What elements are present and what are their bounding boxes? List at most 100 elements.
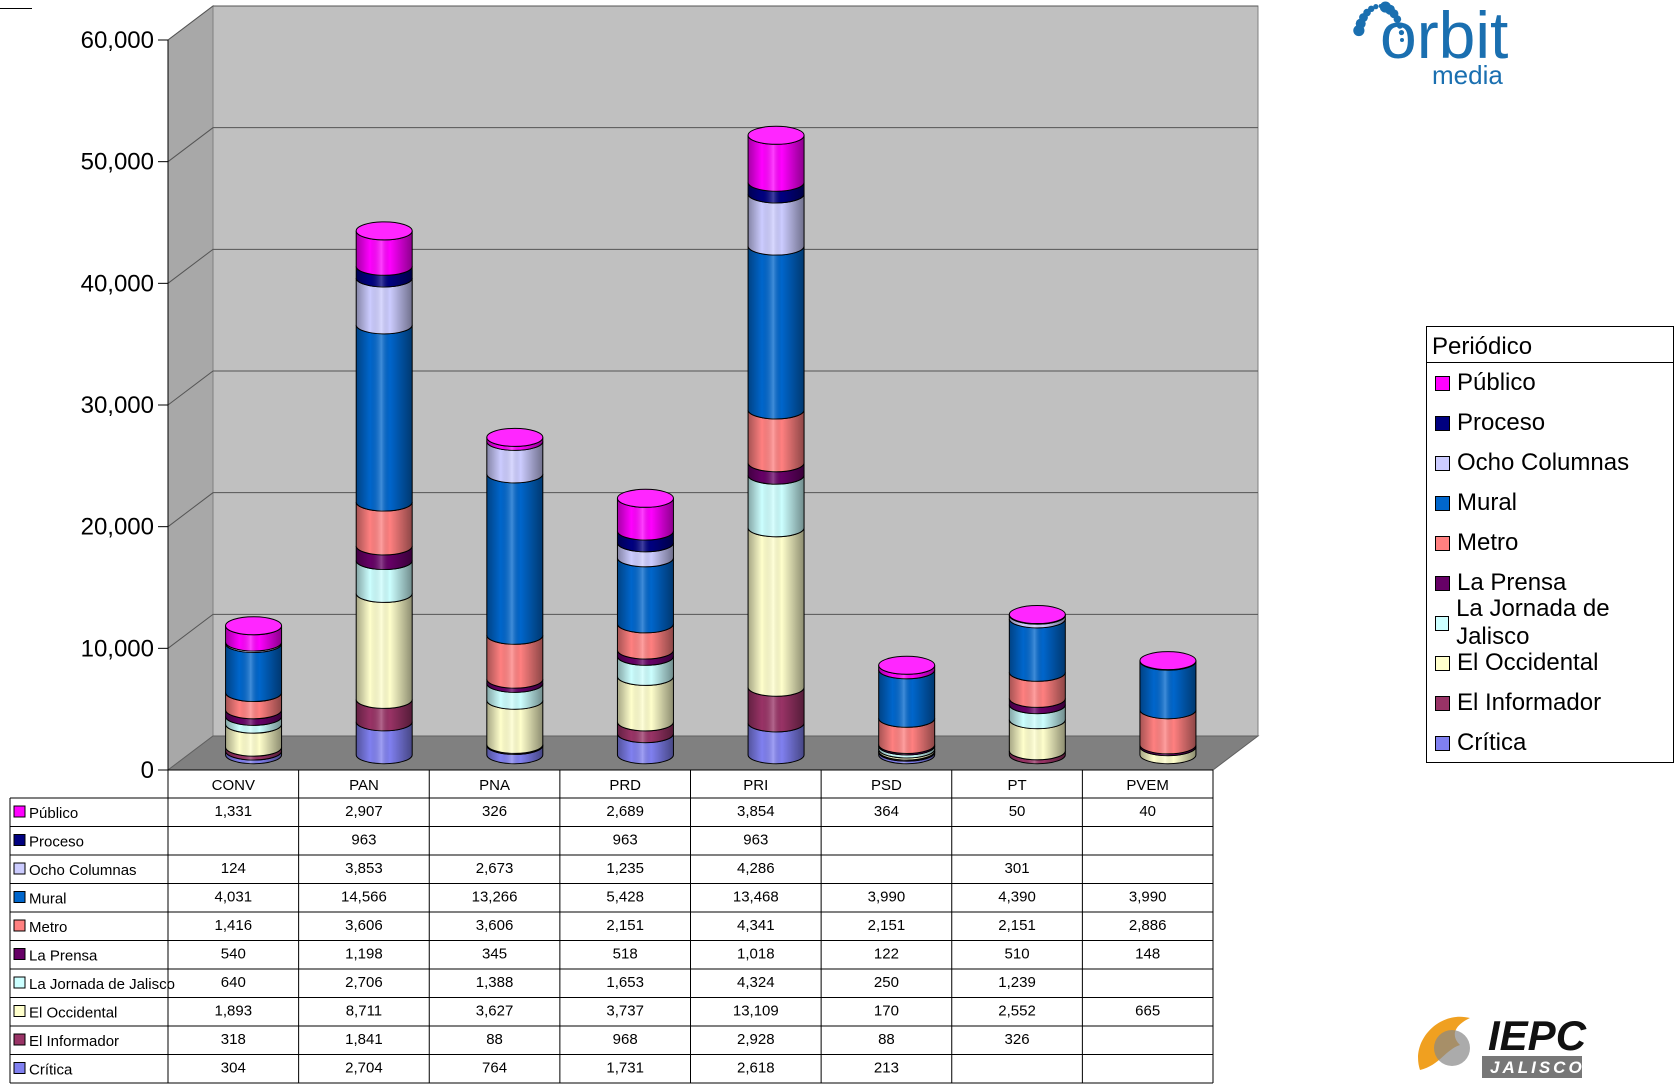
table-cell: 3,606	[345, 917, 383, 934]
bar-top	[486, 427, 544, 447]
table-cell: 1,653	[606, 974, 644, 991]
x-tick-label: PVEM	[1126, 777, 1169, 794]
bar-segment-shade	[617, 649, 674, 666]
table-legend-key	[13, 1062, 26, 1074]
table-cell: 318	[221, 1031, 246, 1048]
orbit-dot	[1398, 29, 1405, 36]
orbit-dot	[1378, 4, 1383, 9]
table-cell: 3,854	[737, 803, 775, 820]
legend-item: La Prensa	[1427, 563, 1673, 603]
bar-stack-PNA	[486, 427, 544, 765]
table-cell: 304	[221, 1060, 246, 1077]
table-cell: 3,990	[1129, 889, 1167, 906]
table-cell: 2,151	[998, 917, 1036, 934]
table-cell: 124	[221, 860, 246, 877]
table-legend-key	[13, 834, 26, 846]
table-cell: 4,390	[998, 889, 1036, 906]
bar-segment-shade	[225, 716, 282, 734]
table-cell: 2,928	[737, 1031, 775, 1048]
legend-item: Proceso	[1427, 403, 1673, 443]
y-tick-label: 60,000	[81, 27, 154, 54]
table-cell: 2,704	[345, 1060, 383, 1077]
legend-swatch	[1435, 495, 1450, 511]
table-cell: 1,388	[476, 974, 514, 991]
table-cell: 2,151	[868, 917, 906, 934]
bar-segment-shade	[878, 669, 935, 728]
table-cell: 88	[878, 1031, 895, 1048]
table-cell: 1,416	[215, 917, 253, 934]
y-tick-label: 30,000	[81, 392, 154, 419]
table-legend-key	[13, 976, 26, 989]
table-cell: 5,428	[606, 889, 644, 906]
floor	[166, 735, 1260, 771]
table-cell: 3,606	[476, 917, 514, 934]
bar-segment-shade	[1009, 698, 1066, 714]
legend-swatch	[1435, 375, 1450, 391]
legend-item: Público	[1427, 363, 1673, 403]
bar-segment-shade	[225, 747, 282, 761]
bar-top	[747, 125, 805, 145]
table-legend-key	[13, 891, 26, 903]
table-cell: 968	[613, 1031, 638, 1048]
y-tick-label: 20,000	[81, 514, 154, 541]
legend-items: Público Proceso Ocho Columnas Mural Metro La …	[1427, 363, 1673, 763]
table-legend-key	[13, 862, 26, 875]
legend-label: Ocho Columnas	[1457, 449, 1630, 476]
bar-segment-shade	[356, 721, 413, 764]
bar-segment-shade	[617, 498, 674, 541]
bar-segment-shade	[1139, 746, 1196, 764]
table-cell: 345	[482, 946, 507, 963]
bar-segment-shade	[486, 700, 543, 754]
iepc-logo-sub: JALISCO	[1490, 1058, 1585, 1077]
bar-segment-shade	[617, 542, 674, 567]
bar-segment-shade	[748, 687, 805, 732]
table-cell: 2,907	[345, 803, 383, 820]
iepc-logo-word: IEPC	[1488, 1012, 1587, 1059]
bar-segment-shade	[486, 437, 543, 451]
legend-label: Proceso	[1457, 409, 1546, 436]
bar-segment-shade	[748, 462, 805, 485]
table-cell: 13,109	[733, 1003, 779, 1020]
bar-stack-PRI	[747, 125, 805, 765]
x-tick-label: CONV	[212, 777, 255, 794]
bar-segment-shade	[617, 623, 674, 659]
bar-stack-PAN	[355, 221, 413, 765]
table-cell: 13,468	[733, 889, 779, 906]
table-cell: 1,198	[345, 946, 383, 963]
bar-stack-PVEM	[1139, 651, 1197, 765]
gridline	[167, 613, 1258, 649]
table-cell: 963	[743, 832, 768, 849]
table-cell: 14,566	[341, 889, 387, 906]
bar-segment-shade	[878, 752, 935, 764]
y-tick-label: 0	[141, 757, 154, 784]
bar-segment-shade	[748, 475, 805, 537]
orbit-dots-icon	[1353, 1, 1405, 42]
table-cell: 1,893	[215, 1003, 253, 1020]
bar-segment-shade	[748, 527, 805, 697]
bar-segment-shade	[1009, 704, 1066, 729]
legend-swatch	[1435, 575, 1450, 591]
table-cell: 13,266	[472, 889, 518, 906]
bar-segment-shade	[748, 722, 805, 764]
table-cell: 2,618	[737, 1060, 775, 1077]
orbit-logo-word: orbit	[1380, 0, 1508, 72]
data-table: CONV PAN PNA PRD PRI PSD PT PVEM Público 1,331 2,9…	[9, 769, 1214, 1084]
table-cell: 170	[874, 1003, 899, 1020]
bar-segment-shade	[1139, 709, 1196, 754]
iepc-jalisco-logo: IEPC JALISCO	[1418, 1012, 1587, 1078]
table-cell: 148	[1135, 946, 1160, 963]
bar-segment-shade	[1009, 719, 1066, 760]
bar-stack-PRD	[616, 488, 674, 765]
table-legend-key	[13, 1033, 26, 1046]
legend-label: La Prensa	[1457, 569, 1567, 596]
legend-swatch	[1435, 415, 1450, 431]
table-legend-key	[13, 1005, 26, 1017]
bar-segment-shade	[486, 635, 543, 689]
bar-segment-shade	[878, 745, 935, 758]
x-tick-label: PAN	[349, 777, 379, 794]
legend-label: Crítica	[1457, 729, 1527, 756]
table-row-label: El Informador	[29, 1033, 119, 1050]
x-tick-label: PT	[1007, 777, 1026, 794]
legend-label: La Jornada de Jalisco	[1456, 595, 1610, 650]
